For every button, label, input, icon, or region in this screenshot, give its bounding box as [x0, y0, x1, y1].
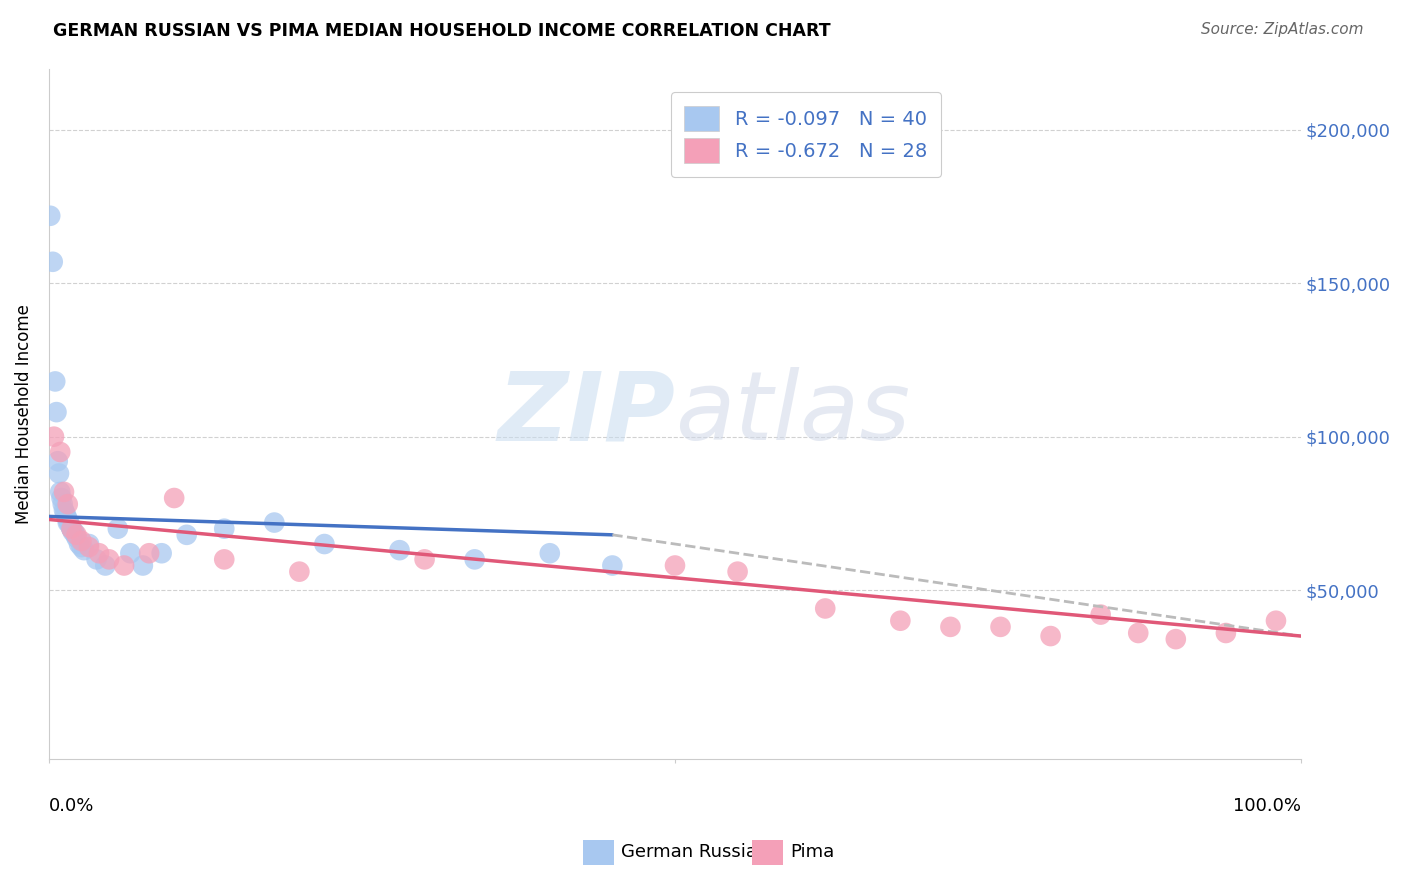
Point — [73, 543, 96, 558]
Point — [132, 558, 155, 573]
Point — [65, 528, 87, 542]
Point — [86, 552, 108, 566]
Point — [46, 454, 69, 468]
Point — [70, 540, 93, 554]
Point — [49, 445, 72, 459]
Text: atlas: atlas — [675, 368, 910, 460]
Point — [67, 537, 90, 551]
Point — [77, 537, 100, 551]
Point — [163, 491, 186, 505]
Point — [990, 620, 1012, 634]
Point — [49, 484, 72, 499]
Point — [214, 522, 236, 536]
Point — [263, 516, 285, 530]
Point — [94, 558, 117, 573]
Point — [176, 528, 198, 542]
Point — [63, 524, 86, 539]
Point — [60, 522, 83, 536]
Point — [65, 528, 87, 542]
Text: German Russians: German Russians — [621, 843, 778, 861]
Y-axis label: Median Household Income: Median Household Income — [15, 303, 32, 524]
Point — [60, 522, 83, 536]
Point — [58, 516, 80, 530]
Point — [727, 565, 749, 579]
Text: 100.0%: 100.0% — [1233, 797, 1301, 814]
Point — [53, 484, 76, 499]
Point — [1164, 632, 1187, 647]
Point — [1090, 607, 1112, 622]
Point — [1128, 626, 1150, 640]
Point — [112, 558, 135, 573]
Point — [464, 552, 486, 566]
Point — [45, 405, 67, 419]
Point — [138, 546, 160, 560]
Point — [48, 467, 70, 481]
Text: Source: ZipAtlas.com: Source: ZipAtlas.com — [1201, 22, 1364, 37]
Point — [42, 430, 65, 444]
Point — [52, 497, 75, 511]
Point — [939, 620, 962, 634]
Point — [150, 546, 173, 560]
Point — [56, 497, 79, 511]
Point — [65, 531, 87, 545]
Point — [288, 565, 311, 579]
Point — [98, 552, 121, 566]
Point — [51, 491, 73, 505]
Point — [87, 546, 110, 560]
Point — [70, 533, 93, 548]
Text: Pima: Pima — [790, 843, 834, 861]
Point — [214, 552, 236, 566]
Point — [44, 375, 66, 389]
Point — [60, 522, 83, 536]
Text: ZIP: ZIP — [498, 368, 675, 460]
Point — [1265, 614, 1288, 628]
Point — [59, 518, 82, 533]
Point — [664, 558, 686, 573]
Point — [814, 601, 837, 615]
Point — [42, 254, 65, 268]
Point — [56, 516, 79, 530]
Text: 0.0%: 0.0% — [49, 797, 94, 814]
Point — [1039, 629, 1062, 643]
Point — [889, 614, 911, 628]
Point — [1215, 626, 1237, 640]
Text: GERMAN RUSSIAN VS PIMA MEDIAN HOUSEHOLD INCOME CORRELATION CHART: GERMAN RUSSIAN VS PIMA MEDIAN HOUSEHOLD … — [53, 22, 831, 40]
Point — [107, 522, 129, 536]
Point — [77, 540, 100, 554]
Point — [55, 509, 77, 524]
Point — [56, 512, 79, 526]
Legend: R = -0.097   N = 40, R = -0.672   N = 28: R = -0.097 N = 40, R = -0.672 N = 28 — [671, 92, 941, 177]
Point — [413, 552, 436, 566]
Point — [388, 543, 411, 558]
Point — [39, 209, 62, 223]
Point — [53, 503, 76, 517]
Point — [120, 546, 142, 560]
Point — [53, 507, 76, 521]
Point — [314, 537, 336, 551]
Point — [62, 524, 84, 539]
Point — [538, 546, 561, 560]
Point — [602, 558, 624, 573]
